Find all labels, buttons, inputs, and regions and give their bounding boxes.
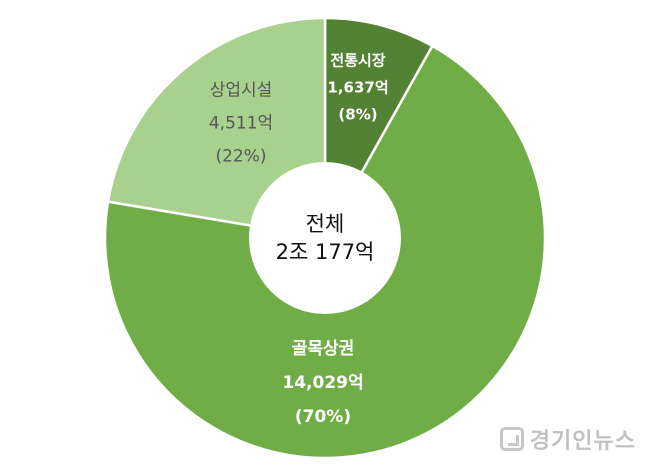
watermark: 경기인뉴스 (499, 423, 636, 455)
slice-name: 상업시설 (209, 80, 273, 101)
watermark-logo-icon (499, 427, 524, 451)
slice-label-commercial-facility: 상업시설 4,511억 (22%) (209, 75, 273, 174)
slice-name: 전통시장 (330, 51, 386, 70)
watermark-text: 경기인뉴스 (529, 429, 636, 454)
slice-value: 14,029억 (282, 373, 364, 393)
slice-name: 골목상권 (291, 339, 355, 359)
slice-value: 1,637억 (327, 78, 389, 97)
slice-label-traditional-market: 전통시장 1,637억 (8%) (327, 48, 388, 129)
slice-percent: (22%) (215, 146, 267, 167)
slice-commercial-facility (106, 16, 327, 240)
slice-label-alley-commerce: 골목상권 14,029억 (70%) (282, 332, 363, 434)
donut-hole (249, 162, 401, 314)
center-total: 2조 177억 (275, 240, 375, 264)
slice-percent: (70%) (294, 407, 352, 427)
slice-percent: (8%) (338, 105, 378, 124)
donut-center-label: 전체 2조 177억 (276, 210, 375, 266)
slice-value: 4,511억 (208, 113, 274, 134)
center-title: 전체 (305, 212, 345, 236)
